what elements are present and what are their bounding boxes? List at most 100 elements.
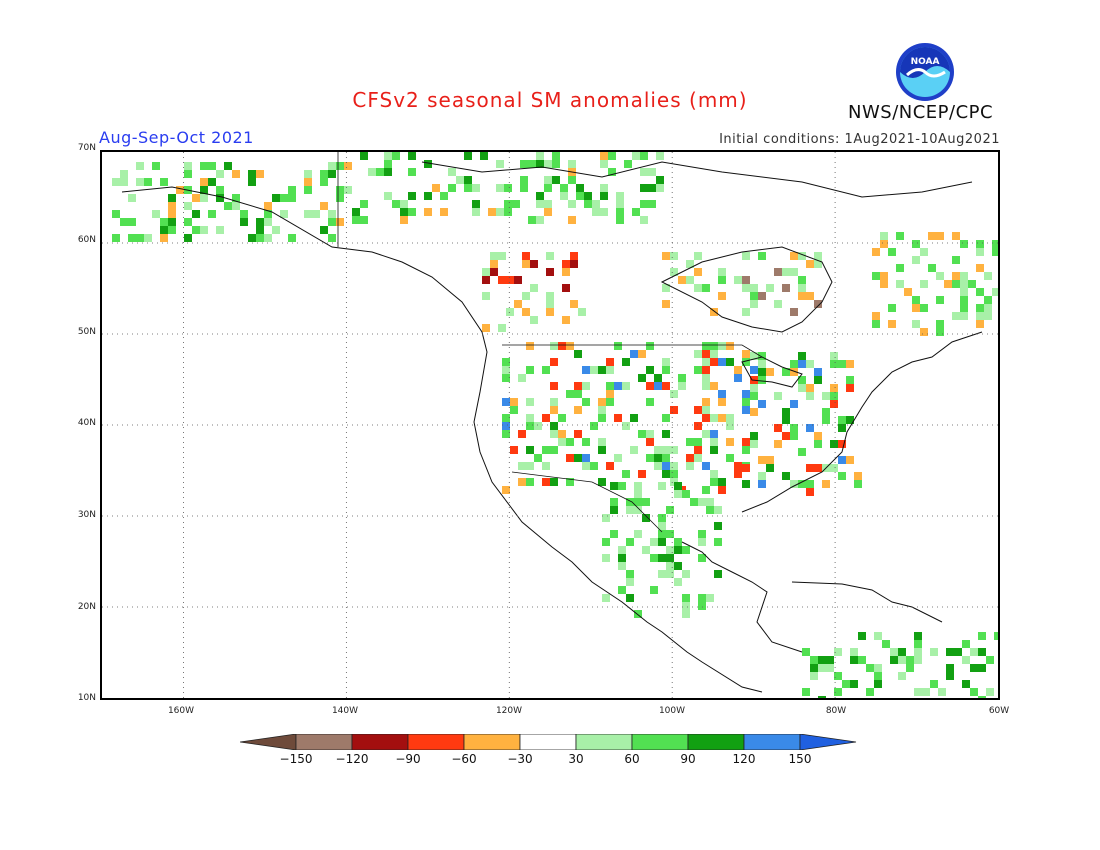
anomaly-cell [854,480,862,488]
anomaly-cell [930,648,938,656]
anomaly-cell [518,478,526,486]
anomaly-cell [798,276,806,284]
anomaly-cell [558,342,566,350]
anomaly-cell [570,252,578,260]
anomaly-cell [706,594,714,602]
anomaly-cell [806,488,814,496]
anomaly-cell [682,610,690,618]
initial-conditions: Initial conditions: 1Aug2021-10Aug2021 [719,132,1000,147]
anomaly-cell [408,208,416,216]
anomaly-cell [920,328,928,336]
anomaly-cell [962,656,970,664]
anomaly-cell [718,268,726,276]
anomaly-cell [822,416,830,424]
anomaly-cell [758,352,766,360]
anomaly-cell [806,464,814,472]
anomaly-cell [782,268,790,276]
anomaly-cell [120,218,128,226]
anomaly-cell [502,414,510,422]
anomaly-cell [978,648,986,656]
anomaly-cell [424,160,432,168]
anomaly-cell [654,446,662,454]
anomaly-cell [496,160,504,168]
anomaly-cell [976,312,984,320]
anomaly-cell [502,358,510,366]
anomaly-cell [766,456,774,464]
anomaly-cell [710,430,718,438]
anomaly-cell [834,688,842,696]
anomaly-cell [544,160,552,168]
anomaly-cell [806,424,814,432]
legend-label: −30 [507,752,533,766]
anomaly-cell [954,648,962,656]
anomaly-cell [112,178,120,186]
anomaly-cell [432,184,440,192]
anomaly-cell [502,430,510,438]
anomaly-cell [328,162,336,170]
anomaly-cell [510,446,518,454]
anomaly-cell [598,398,606,406]
anomaly-cell [682,602,690,610]
anomaly-cell [742,398,750,406]
anomaly-cell [682,546,690,554]
great-lakes [741,356,803,388]
anomaly-cell [448,168,456,176]
anomaly-cell [658,514,666,522]
anomaly-cell [834,672,842,680]
anomaly-cell [978,696,986,698]
anomaly-cell [256,226,264,234]
anomaly-cell [790,400,798,408]
anomaly-cell [698,530,706,538]
anomaly-cell [758,292,766,300]
anomaly-cell [200,186,208,194]
anomaly-cell [320,170,328,178]
anomaly-cell [626,506,634,514]
anomaly-cell [542,478,550,486]
anomaly-cell [634,490,642,498]
anomaly-cell [790,268,798,276]
map-title: CFSv2 seasonal SM anomalies (mm) [352,88,748,112]
anomaly-cell [890,648,898,656]
anomaly-cell [216,170,224,178]
anomaly-cell [304,186,312,194]
anomaly-cell [618,562,626,570]
anomaly-cell [630,414,638,422]
anomaly-cell [658,522,666,530]
anomaly-cell [920,304,928,312]
anomaly-cell [542,462,550,470]
anomaly-cell [976,320,984,328]
legend-swatch [407,734,465,750]
anomaly-cell [742,480,750,488]
anomaly-cell [678,374,686,382]
anomaly-cell [608,152,616,160]
anomaly-cell [264,210,272,218]
anomaly-cell [582,454,590,462]
anomaly-cell [208,178,216,186]
legend-swatch [575,734,633,750]
lat-label-30: 30N [77,510,96,520]
anomaly-cell [640,200,648,208]
anomaly-cell [496,208,504,216]
anomaly-cell [264,202,272,210]
lon-label-100w: 100W [658,706,686,716]
anomaly-cell [200,178,208,186]
anomaly-cell [328,210,336,218]
anomaly-cell [610,482,618,490]
anomaly-cell [384,168,392,176]
anomaly-cell [662,414,670,422]
anomaly-cell [912,256,920,264]
anomaly-cell [280,194,288,202]
anomaly-cell [536,200,544,208]
anomaly-cell [616,216,624,224]
anomaly-cell [634,506,642,514]
anomaly-cell [992,248,998,256]
anomaly-cell [706,506,714,514]
anomaly-cell [598,406,606,414]
anomaly-cell [506,276,514,284]
anomaly-cell [654,462,662,470]
anomaly-cell [698,594,706,602]
anomaly-cell [522,292,530,300]
anomaly-cell [654,374,662,382]
anomaly-cell [526,366,534,374]
anomaly-cell [640,216,648,224]
